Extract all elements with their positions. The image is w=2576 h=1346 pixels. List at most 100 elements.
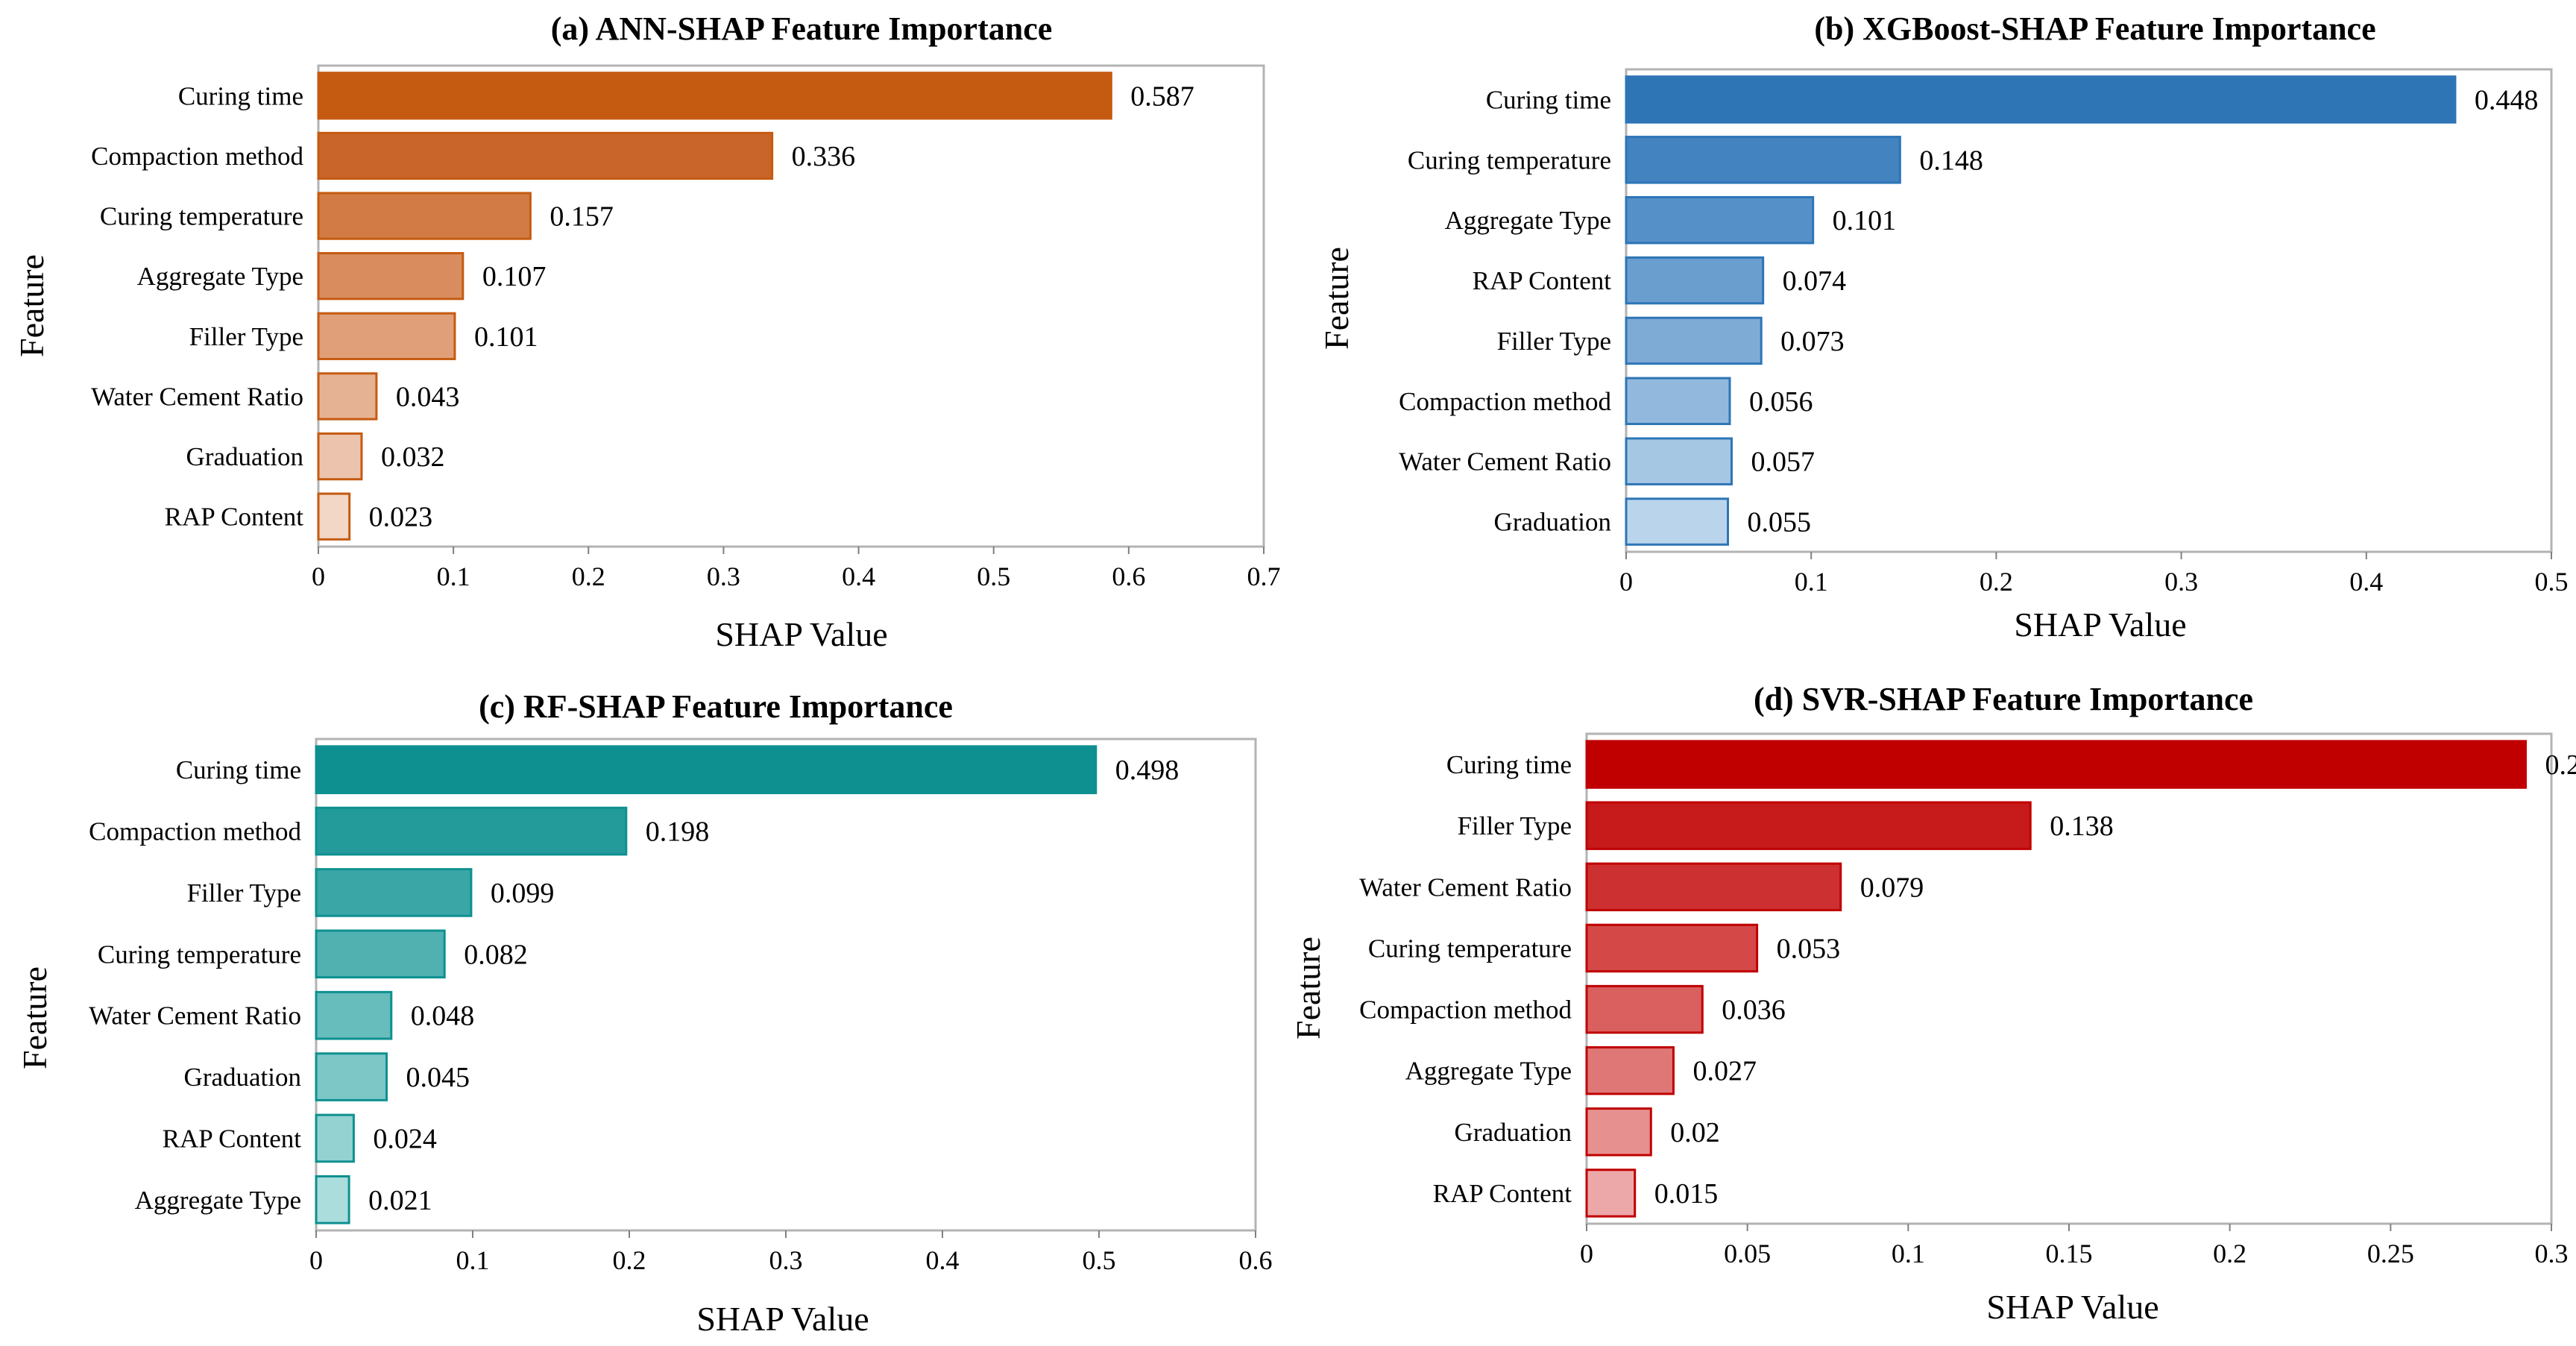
bar-value-label: 0.073 [1780,326,1845,357]
bar-group: 0.292 Curing time 0.138 Filler Type 0.079 Wat… [1359,740,2576,1218]
category-label: RAP Content [1473,266,1612,295]
bar-graduation [317,432,363,481]
x-tick-label: 0 [312,562,325,591]
x-tick-label: 0.4 [842,562,875,591]
bar-value-label: 0.045 [406,1062,470,1093]
chart-title: (a) ANN-SHAP Feature Importance [551,10,1053,47]
bar-value-label: 0.043 [396,381,460,412]
bar-graduation [1625,497,1730,546]
bar-rap-content [1585,1169,1637,1218]
bar-value-label: 0.107 [482,261,547,292]
panel-ann-shap: (a) ANN-SHAP Feature Importance 0.587 Cur… [13,10,1281,653]
bar-filler-type [1625,316,1763,365]
bar-filler-type [1585,801,2032,850]
x-ticks: 0 0.1 0.2 0.3 0.4 0.5 0.6 [309,1230,1273,1275]
category-label: Water Cement Ratio [89,1001,301,1031]
x-tick-label: 0.5 [1083,1245,1116,1275]
bar-value-label: 0.036 [1722,995,1786,1026]
category-label: Graduation [186,442,303,471]
x-axis-label: SHAP Value [2014,606,2186,644]
bar-rap-content [317,492,351,541]
category-label: Curing temperature [1368,934,1572,963]
bar-value-label: 0.027 [1692,1056,1757,1087]
bar-value-label: 0.056 [1749,386,1813,418]
category-label: Compaction method [1359,996,1572,1025]
x-axis-label: SHAP Value [1986,1288,2158,1326]
bar-compaction-method [317,131,774,180]
x-tick-label: 0.1 [1892,1239,1925,1268]
y-axis-label: Feature [1317,247,1355,350]
category-label: Water Cement Ratio [91,382,303,411]
category-label: Curing time [1446,750,1572,779]
x-tick-label: 0.05 [1724,1239,1771,1268]
bar-value-label: 0.055 [1748,507,1812,538]
category-label: Compaction method [89,817,301,846]
plot-area [1625,68,2553,553]
x-tick-label: 0.25 [2367,1239,2414,1268]
bar-value-label: 0.587 [1130,81,1194,112]
panel-svr-shap: (d) SVR-SHAP Feature Importance 0.292 Cur… [1289,681,2576,1326]
x-tick-label: 0 [1619,567,1633,597]
category-label: Graduation [1494,508,1611,537]
chart-title: (c) RF-SHAP Feature Importance [479,688,953,725]
bar-filler-type [315,868,473,917]
bar-aggregate-type [1585,1045,1675,1095]
x-tick-label: 0 [1580,1239,1593,1268]
x-tick-label: 0.3 [707,562,740,591]
category-label: Curing time [178,81,303,110]
bar-water-cement-ratio [317,372,378,421]
bar-aggregate-type [1625,195,1815,245]
bar-value-label: 0.02 [1670,1117,1720,1148]
bar-curing-time [317,72,1112,120]
x-ticks: 0 0.05 0.1 0.15 0.2 0.25 0.3 [1580,1224,2569,1268]
bar-value-label: 0.074 [1783,265,1847,297]
bar-value-label: 0.198 [646,817,710,848]
category-label: Aggregate Type [137,262,303,291]
bar-group: 0.498 Curing time 0.198 Compaction method 0.… [89,745,1180,1224]
bar-value-label: 0.021 [368,1185,432,1216]
x-tick-label: 0.3 [2535,1239,2569,1268]
bar-curing-time [1585,740,2527,789]
category-label: Curing temperature [1408,145,1611,174]
bar-compaction-method [315,806,628,856]
bar-aggregate-type [315,1175,350,1224]
bar-value-label: 0.292 [2545,749,2576,781]
x-tick-label: 0.4 [2349,567,2383,597]
x-ticks: 0 0.1 0.2 0.3 0.4 0.5 0.6 0.7 [312,547,1281,591]
bar-aggregate-type [317,252,465,301]
panel-rf-shap: (c) RF-SHAP Feature Importance 0.498 Curi… [16,688,1273,1338]
y-axis-label: Feature [1289,937,1327,1040]
bar-rap-content [315,1113,355,1163]
bar-value-label: 0.015 [1654,1178,1719,1210]
category-label: Filler Type [1497,327,1611,356]
x-axis-label: SHAP Value [715,615,887,653]
bar-value-label: 0.024 [373,1123,437,1154]
bar-value-label: 0.448 [2475,84,2539,116]
bar-value-label: 0.336 [792,141,856,172]
x-tick-label: 0.1 [1795,567,1828,597]
category-label: RAP Content [1433,1179,1572,1208]
x-tick-label: 0.1 [456,1245,490,1275]
x-ticks: 0 0.1 0.2 0.3 0.4 0.5 [1619,552,2569,597]
bar-value-label: 0.157 [549,201,614,233]
category-label: Graduation [1455,1118,1572,1147]
x-tick-label: 0.6 [1239,1245,1273,1275]
bar-compaction-method [1585,984,1704,1034]
bar-water-cement-ratio [315,990,393,1040]
bar-filler-type [317,312,456,360]
category-label: Curing time [176,755,301,784]
bar-curing-time [315,745,1098,794]
bar-water-cement-ratio [1585,862,1842,912]
plot-area [317,64,1265,548]
chart-title: (d) SVR-SHAP Feature Importance [1754,681,2253,717]
bar-value-label: 0.148 [1919,145,1983,176]
bar-curing-temperature [1625,136,1901,184]
category-label: Aggregate Type [135,1186,301,1215]
category-label: RAP Content [163,1124,302,1153]
bar-value-label: 0.498 [1115,755,1180,786]
x-tick-label: 0.15 [2046,1239,2093,1268]
x-axis-label: SHAP Value [696,1300,869,1338]
y-axis-label: Feature [16,966,54,1069]
x-tick-label: 0.2 [572,562,605,591]
bar-value-label: 0.138 [2050,811,2114,842]
